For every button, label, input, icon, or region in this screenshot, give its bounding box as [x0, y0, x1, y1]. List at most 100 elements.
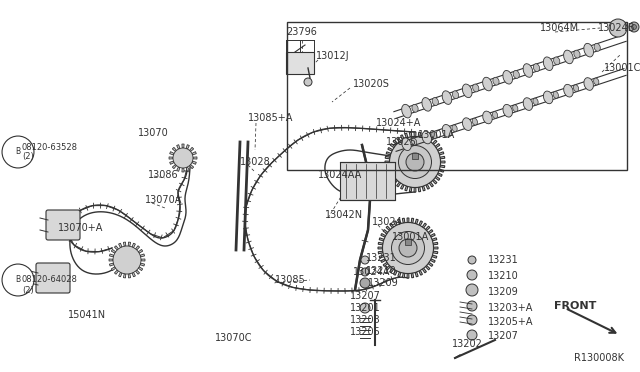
Text: 15041N: 15041N	[68, 310, 106, 320]
Text: 13085: 13085	[275, 275, 306, 285]
Text: FRONT: FRONT	[554, 301, 596, 311]
Text: B: B	[15, 276, 20, 285]
Text: 13231: 13231	[488, 255, 519, 265]
Polygon shape	[394, 270, 397, 275]
Polygon shape	[419, 270, 422, 275]
Polygon shape	[410, 132, 412, 137]
Ellipse shape	[584, 44, 593, 57]
Ellipse shape	[594, 78, 599, 85]
Polygon shape	[426, 185, 429, 189]
Polygon shape	[439, 169, 444, 172]
Text: (2): (2)	[22, 285, 34, 295]
Ellipse shape	[472, 84, 479, 92]
Polygon shape	[390, 268, 394, 273]
Polygon shape	[407, 273, 409, 278]
Ellipse shape	[513, 105, 518, 112]
Polygon shape	[422, 223, 426, 228]
Polygon shape	[433, 247, 438, 249]
Polygon shape	[393, 179, 397, 184]
Ellipse shape	[442, 91, 452, 105]
Ellipse shape	[584, 78, 593, 90]
Polygon shape	[172, 147, 177, 151]
Ellipse shape	[483, 77, 492, 91]
Circle shape	[173, 148, 193, 168]
Polygon shape	[428, 262, 433, 266]
Text: 13207: 13207	[350, 291, 381, 301]
Bar	[412, 153, 418, 159]
Polygon shape	[379, 238, 384, 241]
Circle shape	[466, 284, 478, 296]
Text: 13024A: 13024A	[353, 267, 390, 277]
Polygon shape	[433, 179, 437, 184]
Circle shape	[392, 231, 424, 264]
Polygon shape	[140, 263, 145, 266]
Polygon shape	[405, 133, 408, 138]
Bar	[286, 52, 314, 74]
Polygon shape	[111, 267, 116, 270]
Polygon shape	[118, 243, 122, 248]
Polygon shape	[381, 259, 386, 263]
Circle shape	[467, 330, 477, 340]
Polygon shape	[386, 152, 391, 155]
Polygon shape	[128, 274, 131, 278]
Polygon shape	[138, 267, 143, 270]
Circle shape	[467, 315, 477, 325]
Text: 13042N: 13042N	[325, 210, 363, 220]
Text: 13210: 13210	[366, 266, 397, 276]
Circle shape	[361, 256, 369, 264]
Polygon shape	[386, 226, 390, 231]
Polygon shape	[419, 221, 422, 226]
Polygon shape	[390, 144, 395, 148]
Ellipse shape	[524, 98, 532, 110]
Ellipse shape	[503, 105, 513, 117]
Text: (2): (2)	[22, 153, 34, 161]
Polygon shape	[414, 132, 416, 137]
Polygon shape	[141, 259, 145, 261]
Polygon shape	[118, 272, 122, 277]
Polygon shape	[403, 273, 405, 278]
Ellipse shape	[422, 97, 431, 111]
Polygon shape	[186, 167, 189, 171]
Polygon shape	[435, 176, 440, 180]
Text: 13028: 13028	[240, 157, 271, 167]
Polygon shape	[433, 140, 437, 145]
Ellipse shape	[564, 50, 573, 64]
Polygon shape	[115, 270, 118, 274]
Text: 13012J: 13012J	[316, 51, 349, 61]
Polygon shape	[140, 254, 145, 257]
Text: 13024+A: 13024+A	[376, 118, 421, 128]
Text: 13231: 13231	[366, 253, 397, 263]
Polygon shape	[189, 147, 194, 151]
Text: 13085+A: 13085+A	[248, 113, 293, 123]
Circle shape	[406, 153, 424, 171]
Ellipse shape	[483, 111, 492, 124]
Polygon shape	[401, 185, 404, 189]
Text: 13001C: 13001C	[604, 63, 640, 73]
Ellipse shape	[452, 91, 459, 99]
Polygon shape	[388, 173, 393, 176]
Polygon shape	[393, 140, 397, 145]
Ellipse shape	[472, 118, 477, 125]
Polygon shape	[182, 168, 184, 172]
Polygon shape	[437, 173, 442, 176]
Polygon shape	[435, 144, 440, 148]
Polygon shape	[394, 221, 397, 226]
Polygon shape	[182, 144, 184, 148]
FancyBboxPatch shape	[46, 210, 80, 240]
Text: B: B	[15, 148, 20, 157]
Polygon shape	[109, 259, 113, 261]
Polygon shape	[414, 187, 416, 192]
Polygon shape	[440, 161, 445, 163]
Polygon shape	[386, 266, 390, 270]
Text: 08120-63528: 08120-63528	[22, 142, 78, 151]
Polygon shape	[193, 157, 197, 159]
Polygon shape	[415, 272, 418, 277]
Polygon shape	[383, 262, 388, 266]
Polygon shape	[383, 230, 388, 234]
Ellipse shape	[553, 92, 558, 98]
Polygon shape	[429, 182, 433, 187]
Text: 13070C: 13070C	[215, 333, 253, 343]
Text: 08120-64028: 08120-64028	[22, 276, 78, 285]
Polygon shape	[177, 167, 180, 171]
Polygon shape	[189, 164, 194, 169]
